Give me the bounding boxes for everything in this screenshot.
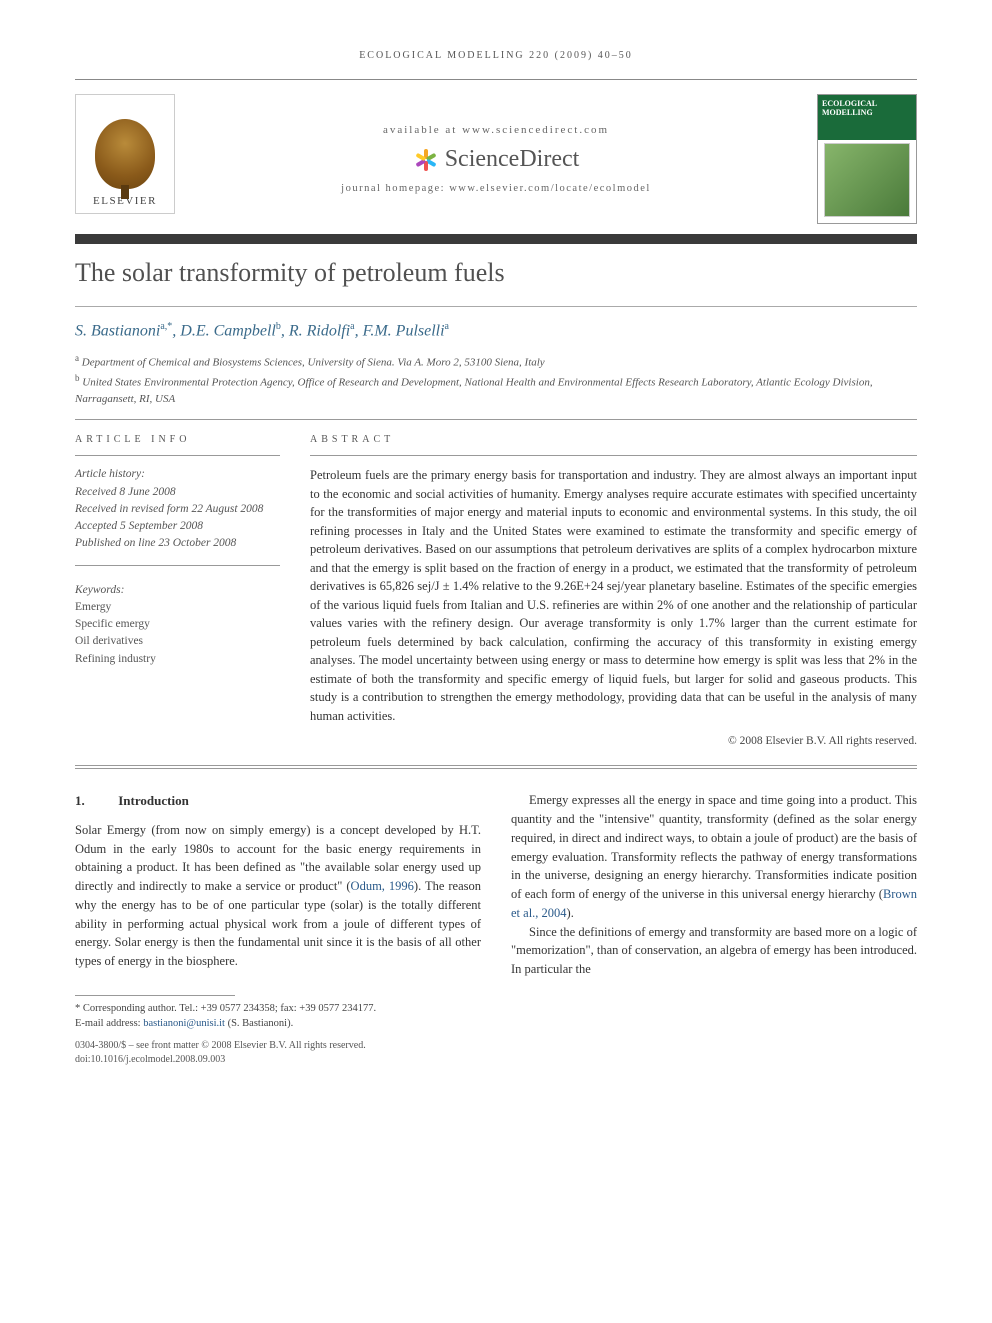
rule-under-title	[75, 306, 917, 307]
keyword-item: Emergy	[75, 599, 280, 616]
journal-cover-thumb: ECOLOGICAL MODELLING	[817, 94, 917, 224]
rule-under-affil	[75, 419, 917, 420]
masthead: ELSEVIER available at www.sciencedirect.…	[75, 94, 917, 224]
affiliations: a Department of Chemical and Biosystems …	[75, 352, 917, 407]
email-label: E-mail address:	[75, 1018, 141, 1029]
body-p2: Emergy expresses all the energy in space…	[511, 791, 917, 922]
history-accepted: Accepted 5 September 2008	[75, 518, 280, 535]
sciencedirect-logo: ScienceDirect	[193, 146, 799, 173]
corresponding-author: * Corresponding author. Tel.: +39 0577 2…	[75, 1002, 481, 1017]
history-label: Article history:	[75, 466, 280, 483]
title-color-bar	[75, 234, 917, 244]
sciencedirect-text: ScienceDirect	[445, 146, 580, 173]
email-line: E-mail address: bastianoni@unisi.it (S. …	[75, 1017, 481, 1032]
section-1-heading: 1. Introduction	[75, 791, 481, 811]
section-1-number: 1.	[75, 791, 115, 811]
rule-abstract	[310, 455, 917, 456]
rule-info	[75, 455, 280, 456]
sciencedirect-burst-icon	[413, 147, 439, 173]
rule-end-abstract-1	[75, 765, 917, 766]
article-history: Article history: Received 8 June 2008 Re…	[75, 466, 280, 552]
history-published: Published on line 23 October 2008	[75, 535, 280, 552]
rule-top	[75, 79, 917, 80]
author-list: S. Bastianonia,*, D.E. Campbellb, R. Rid…	[75, 321, 917, 340]
abstract-copyright: © 2008 Elsevier B.V. All rights reserved…	[310, 735, 917, 747]
abstract-text: Petroleum fuels are the primary energy b…	[310, 466, 917, 725]
body-column-right: Emergy expresses all the energy in space…	[511, 791, 917, 1067]
footer-doi: doi:10.1016/j.ecolmodel.2008.09.003	[75, 1053, 481, 1067]
available-at: available at www.sciencedirect.com	[193, 124, 799, 136]
keywords: Keywords: EmergySpecific emergyOil deriv…	[75, 582, 280, 668]
publisher-logo: ELSEVIER	[75, 94, 175, 214]
rule-keywords	[75, 565, 280, 566]
article-title: The solar transformity of petroleum fuel…	[75, 258, 917, 288]
section-1-title: Introduction	[118, 793, 189, 808]
rule-end-abstract-2	[75, 768, 917, 769]
page-footer: 0304-3800/$ – see front matter © 2008 El…	[75, 1039, 481, 1067]
email-who: (S. Bastianoni).	[228, 1018, 294, 1029]
footnote-rule	[75, 995, 235, 996]
journal-homepage: journal homepage: www.elsevier.com/locat…	[193, 183, 799, 194]
keyword-item: Oil derivatives	[75, 633, 280, 650]
history-revised: Received in revised form 22 August 2008	[75, 501, 280, 518]
keywords-label: Keywords:	[75, 582, 280, 599]
elsevier-tree-icon	[95, 119, 155, 189]
body-column-left: 1. Introduction Solar Emergy (from now o…	[75, 791, 481, 1067]
journal-cover-title: ECOLOGICAL MODELLING	[822, 99, 912, 117]
abstract-label: ABSTRACT	[310, 434, 917, 445]
keyword-item: Specific emergy	[75, 616, 280, 633]
footer-issn: 0304-3800/$ – see front matter © 2008 El…	[75, 1039, 481, 1053]
running-head: ecological modelling 220 (2009) 40–50	[75, 50, 917, 61]
article-info-label: ARTICLE INFO	[75, 434, 280, 445]
journal-cover-image	[824, 143, 910, 217]
keyword-item: Refining industry	[75, 651, 280, 668]
history-received: Received 8 June 2008	[75, 484, 280, 501]
body-p3: Since the definitions of emergy and tran…	[511, 923, 917, 979]
body-p1: Solar Emergy (from now on simply emergy)…	[75, 821, 481, 971]
footnotes: * Corresponding author. Tel.: +39 0577 2…	[75, 1002, 481, 1031]
masthead-center: available at www.sciencedirect.com Scien…	[193, 94, 799, 224]
corresponding-email[interactable]: bastianoni@unisi.it	[143, 1018, 225, 1029]
